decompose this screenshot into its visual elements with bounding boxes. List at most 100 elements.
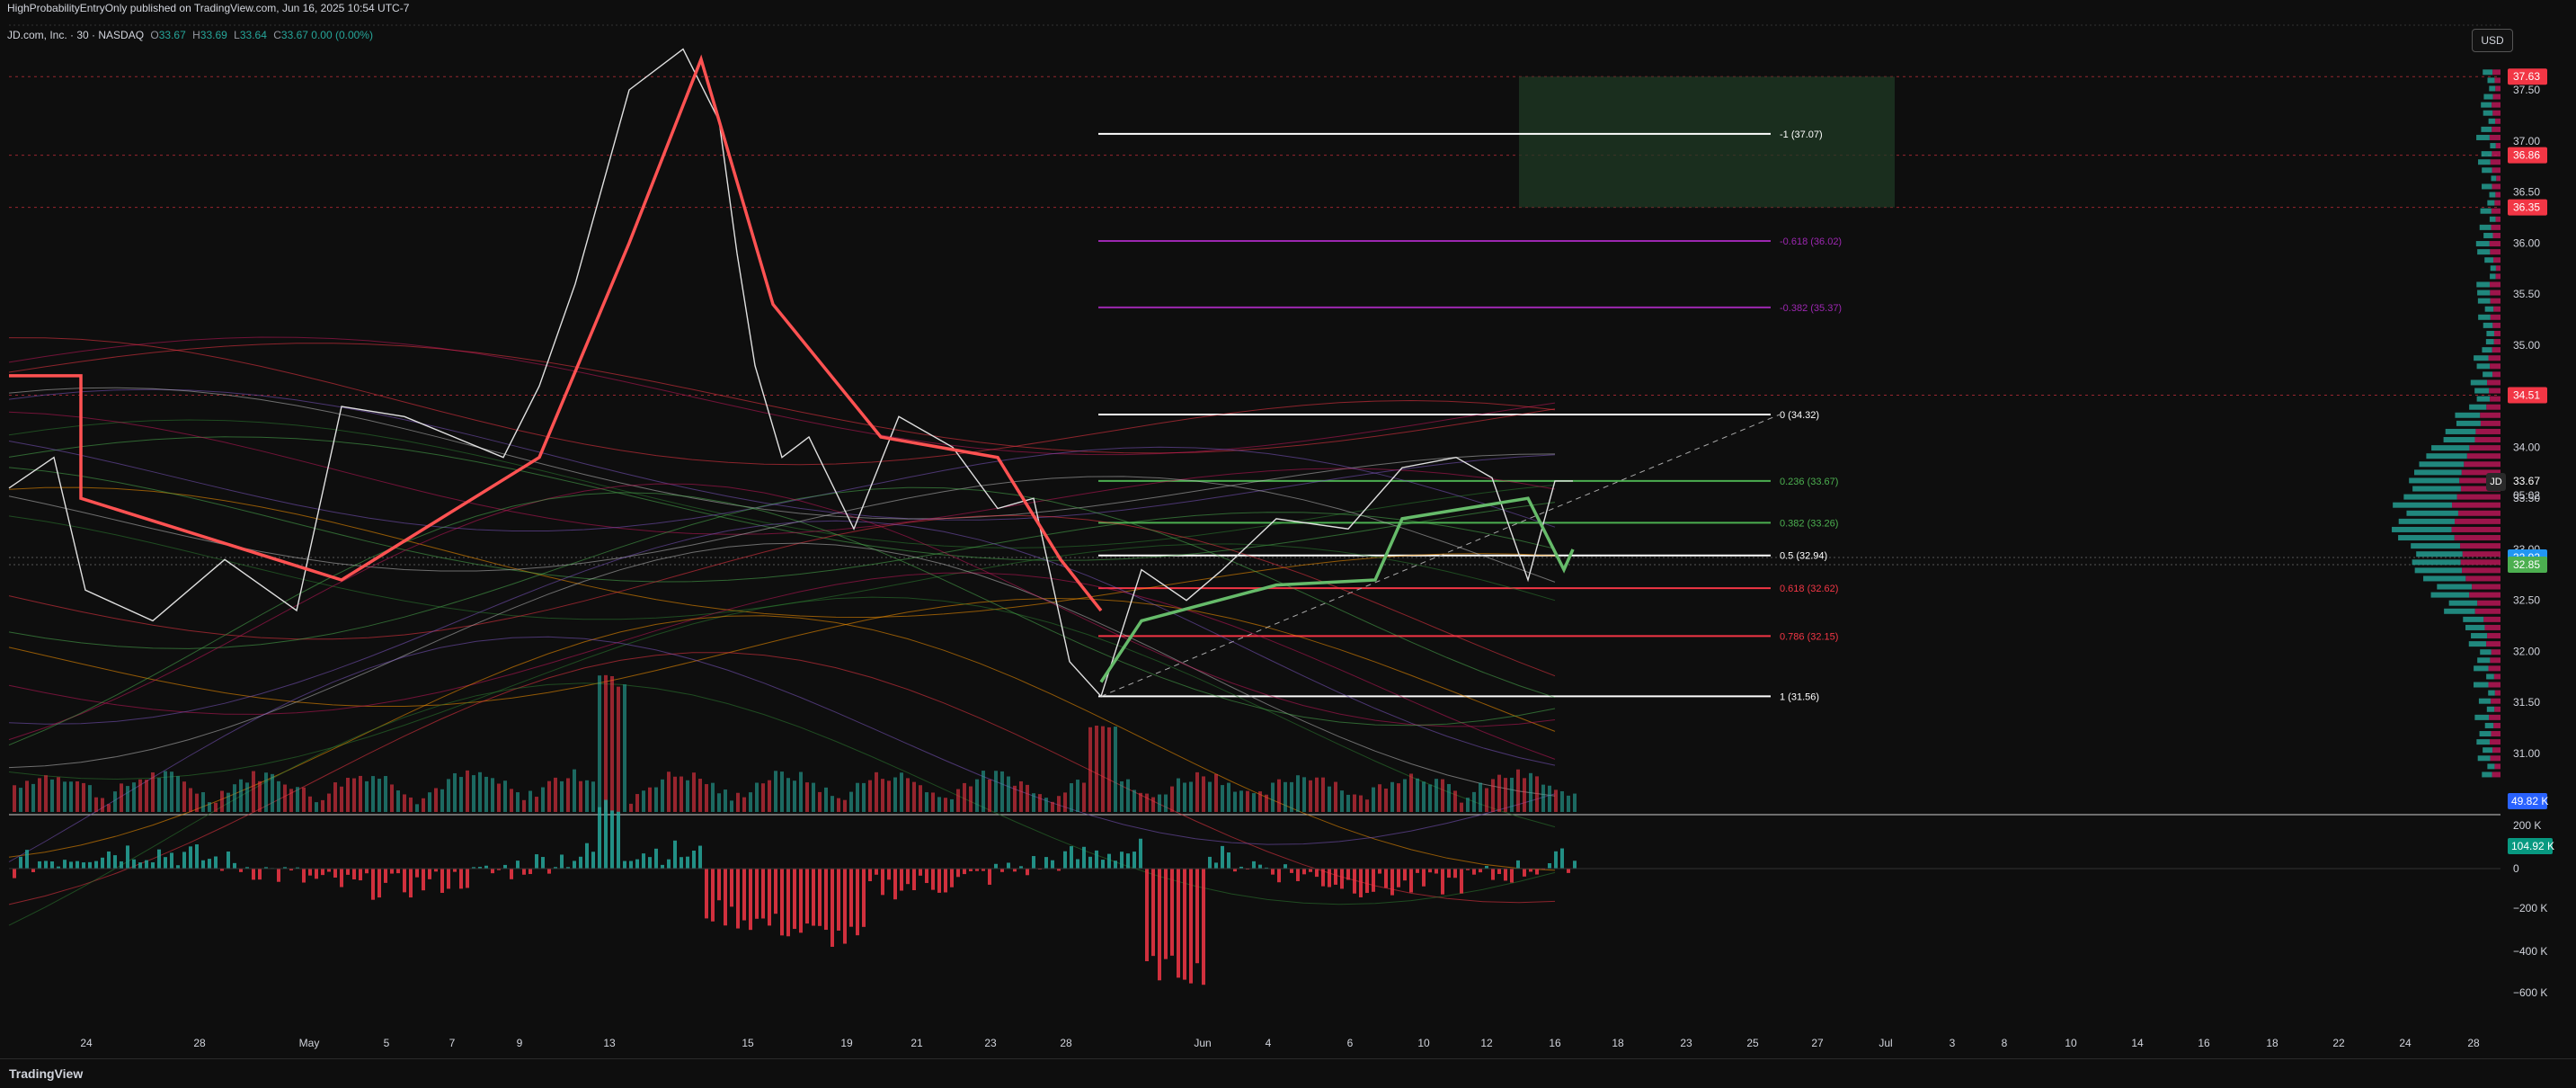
- volume-bar: [63, 781, 67, 812]
- volume-bar: [1472, 791, 1476, 812]
- volume-bar: [182, 781, 186, 812]
- oscillator-bar: [170, 852, 173, 869]
- volume-profile-bar: [2456, 494, 2500, 500]
- oscillator-bar: [1403, 869, 1407, 881]
- volume-bar: [856, 782, 859, 812]
- volume-bar: [31, 783, 35, 812]
- oscillator-bar: [120, 861, 123, 869]
- volume-bar: [340, 786, 343, 812]
- volume-profile-bar: [2490, 314, 2500, 320]
- volume-bar: [447, 779, 450, 812]
- volume-bar: [1403, 779, 1407, 812]
- oscillator-bar: [1258, 864, 1262, 869]
- volume-profile-bar: [2413, 469, 2462, 476]
- oscillator-bar: [881, 869, 884, 896]
- volume-bar: [459, 777, 463, 812]
- oscillator-bar: [126, 845, 129, 869]
- volume-bar: [1510, 777, 1514, 812]
- volume-profile-bar: [2495, 192, 2500, 198]
- price-badge-text: 37.63: [2513, 70, 2540, 83]
- oscillator-bar: [38, 861, 41, 869]
- oscillator-bar: [988, 869, 991, 885]
- price-badge-text: 36.86: [2513, 149, 2540, 162]
- volume-bar: [1026, 784, 1029, 812]
- oscillator-bar: [459, 869, 463, 889]
- oscillator-bar: [994, 863, 998, 869]
- price-badge-text: 34.51: [2513, 388, 2540, 401]
- oscillator-bar: [113, 855, 117, 869]
- volume-bar: [950, 798, 954, 812]
- oscillator-bar: [1567, 869, 1570, 873]
- oscillator-bar: [315, 869, 318, 879]
- oscillator-bar: [76, 861, 79, 869]
- oscillator-bar: [617, 811, 620, 869]
- volume-bar: [774, 771, 777, 812]
- change-value: 0.00 (0.00%): [311, 29, 373, 41]
- volume-profile-bar: [2477, 755, 2491, 762]
- oscillator-bar: [749, 869, 752, 931]
- oscillator-bar: [239, 869, 243, 872]
- volume-bar: [478, 771, 482, 812]
- volume-bar: [1170, 786, 1174, 812]
- volume-bar: [1044, 798, 1048, 812]
- volume-bar: [333, 782, 337, 812]
- oscillator-bar: [900, 869, 903, 891]
- volume-bar: [1258, 791, 1262, 812]
- volume-bar: [1390, 781, 1394, 812]
- volume-bar: [1158, 794, 1161, 812]
- volume-bar: [724, 789, 727, 812]
- volume-bar: [994, 771, 998, 812]
- volume-bar: [793, 780, 796, 812]
- oscillator-bar: [906, 869, 910, 885]
- tradingview-logo[interactable]: TradingView: [9, 1066, 84, 1081]
- volume-bar: [1013, 785, 1017, 812]
- time-axis-tick: May: [299, 1037, 320, 1049]
- oscillator-bar: [742, 869, 746, 921]
- volume-bar: [1284, 781, 1287, 812]
- oscillator-bar: [157, 849, 161, 869]
- currency-button[interactable]: USD: [2472, 29, 2513, 52]
- oscillator-bar: [1019, 866, 1023, 869]
- volume-bar: [1535, 776, 1539, 812]
- volume-profile-bar: [2481, 151, 2492, 157]
- fib-level-label: 0.382 (33.26): [1780, 518, 1838, 529]
- time-axis-tick: 12: [1480, 1037, 1493, 1049]
- moving-average-line: [8, 441, 1556, 531]
- oscillator-bar: [1447, 869, 1451, 878]
- oscillator-bar: [308, 869, 312, 876]
- oscillator-bar: [151, 862, 155, 869]
- time-axis-tick: 3: [1950, 1037, 1956, 1049]
- time-axis-tick: 23: [1680, 1037, 1692, 1049]
- volume-bar: [201, 792, 205, 812]
- oscillator-bar: [57, 866, 60, 869]
- volume-profile-bar: [2493, 306, 2500, 312]
- volume-bar: [1239, 790, 1243, 812]
- fib-level-label: 0.5 (32.94): [1780, 551, 1827, 562]
- volume-profile-bar: [2461, 469, 2500, 476]
- volume-bar: [440, 789, 444, 812]
- volume-bar: [1189, 781, 1193, 812]
- volume-bar: [573, 769, 576, 812]
- volume-bar: [1315, 777, 1319, 812]
- volume-profile-bar: [2483, 371, 2493, 378]
- oscillator-bar: [1120, 852, 1124, 869]
- volume-bar: [1378, 784, 1381, 812]
- oscillator-bar: [1221, 845, 1224, 869]
- oscillator-bar: [1284, 864, 1287, 869]
- volume-profile-bar: [2492, 771, 2500, 778]
- volume-profile-bar: [2477, 249, 2491, 255]
- volume-profile-bar: [2489, 85, 2496, 92]
- volume-bar: [705, 784, 708, 812]
- oscillator-bar: [818, 869, 822, 926]
- oscillator-bar: [516, 861, 520, 869]
- volume-profile-bar: [2468, 641, 2487, 647]
- oscillator-bar: [1460, 869, 1463, 894]
- time-axis-tick: 25: [1746, 1037, 1759, 1049]
- oscillator-bar: [761, 869, 765, 919]
- volume-bar: [1516, 769, 1520, 812]
- oscillator-bar: [717, 869, 721, 901]
- time-axis-tick: 22: [2332, 1037, 2345, 1049]
- open-label: O: [150, 29, 159, 41]
- volume-bar: [82, 782, 85, 812]
